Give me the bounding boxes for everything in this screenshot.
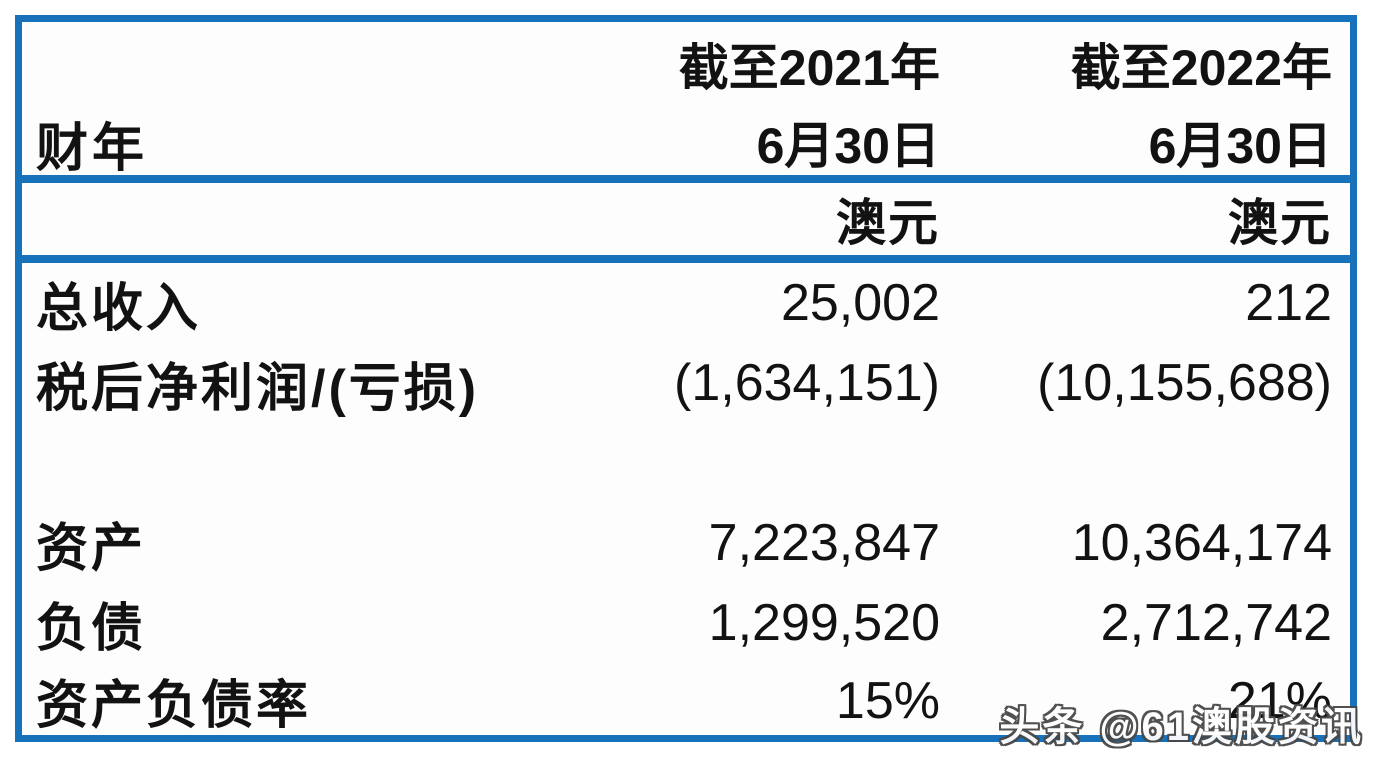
fy2022-header-line1: 截至2022年 bbox=[1070, 40, 1332, 96]
value-fy2021: 7,223,847 bbox=[708, 514, 940, 572]
row-label: 资产 bbox=[36, 519, 147, 578]
table-row-net-profit-loss: 税后净利润/(亏损) (1,634,151) (10,155,688) bbox=[22, 343, 1350, 423]
fiscal-year-label: 财年 bbox=[36, 120, 149, 178]
value-fy2022: 10,364,174 bbox=[1071, 514, 1332, 572]
value-fy2021: (1,634,151) bbox=[674, 354, 940, 412]
value-fy2022: 212 bbox=[1245, 274, 1332, 332]
value-fy2022: 21% bbox=[1227, 671, 1332, 730]
value-fy2021: 1,299,520 bbox=[708, 594, 940, 652]
table-body: 总收入 25,002 212 税后净利润/(亏损) (1,634,151) (1… bbox=[22, 263, 1350, 735]
value-fy2021: 15% bbox=[835, 671, 940, 730]
fy2022-header-line2: 6月30日 bbox=[1148, 118, 1332, 174]
row-label: 负债 bbox=[36, 599, 147, 658]
value-fy2022: (10,155,688) bbox=[1037, 354, 1332, 412]
table-header-row: 财年 截至2021年 6月30日 截至2022年 6月30日 bbox=[22, 22, 1350, 178]
currency-row: 澳元 澳元 bbox=[22, 183, 1350, 255]
financial-summary-table: 财年 截至2021年 6月30日 截至2022年 6月30日 澳元 澳元 总收入… bbox=[15, 15, 1357, 742]
table-row-debt-ratio: 资产负债率 15% 21% bbox=[22, 663, 1350, 736]
table-row-liabilities: 负债 1,299,520 2,712,742 bbox=[22, 583, 1350, 663]
table-row-assets: 资产 7,223,847 10,364,174 bbox=[22, 503, 1350, 583]
row-label: 总收入 bbox=[36, 279, 202, 338]
column-header-fy2022: 截至2022年 6月30日 bbox=[940, 22, 1350, 185]
table-row-total-revenue: 总收入 25,002 212 bbox=[22, 263, 1350, 343]
table-row-spacer bbox=[22, 423, 1350, 503]
row-label: 资产负债率 bbox=[36, 677, 312, 735]
header-separator-line bbox=[22, 175, 1350, 183]
value-fy2022: 2,712,742 bbox=[1100, 594, 1332, 652]
fy2021-header-line1: 截至2021年 bbox=[678, 40, 940, 96]
value-fy2021: 25,002 bbox=[780, 274, 940, 332]
currency-label-fy2021: 澳元 bbox=[836, 195, 940, 251]
currency-label-fy2022: 澳元 bbox=[1228, 195, 1332, 251]
toutiao-watermark: 头条 @61澳股资讯 bbox=[999, 705, 1364, 749]
fy2021-header-line2: 6月30日 bbox=[756, 118, 940, 174]
column-header-fy2021: 截至2021年 6月30日 bbox=[542, 22, 940, 185]
currency-separator-line bbox=[22, 255, 1350, 263]
row-label: 税后净利润/(亏损) bbox=[36, 359, 480, 418]
